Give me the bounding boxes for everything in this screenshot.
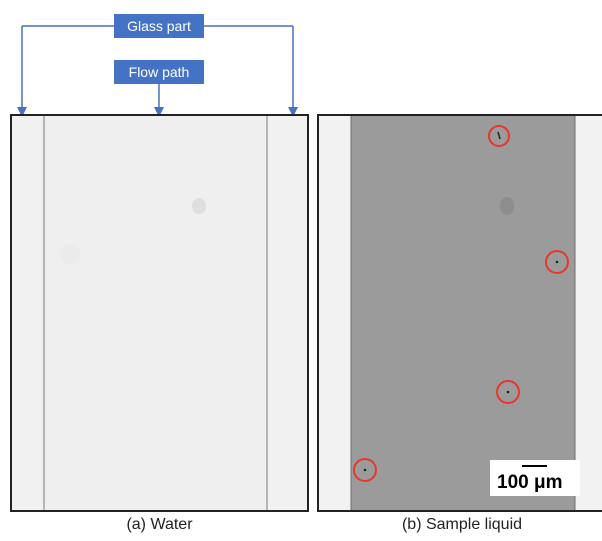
particle-marker <box>545 250 569 274</box>
particle-marker <box>496 380 520 404</box>
particle-marker <box>488 125 510 147</box>
water-channel <box>44 116 267 510</box>
water-image <box>12 116 307 510</box>
sample-channel <box>351 116 575 510</box>
glass-part-label: Glass part <box>114 14 204 38</box>
scale-bar <box>490 460 580 496</box>
scale-bar-label: 100 μm <box>497 472 563 493</box>
panel-water <box>10 114 309 512</box>
sample-image <box>319 116 602 510</box>
image-smudge <box>500 197 514 215</box>
caption-sample-liquid: (b) Sample liquid <box>401 516 523 533</box>
particle-marker <box>353 458 377 482</box>
glass-part-bracket <box>17 25 298 117</box>
image-smudge <box>192 198 206 214</box>
panel-sample-liquid: 100 μm <box>317 114 602 512</box>
flow-path-label: Flow path <box>114 60 204 84</box>
caption-water: (a) Water <box>126 516 193 533</box>
